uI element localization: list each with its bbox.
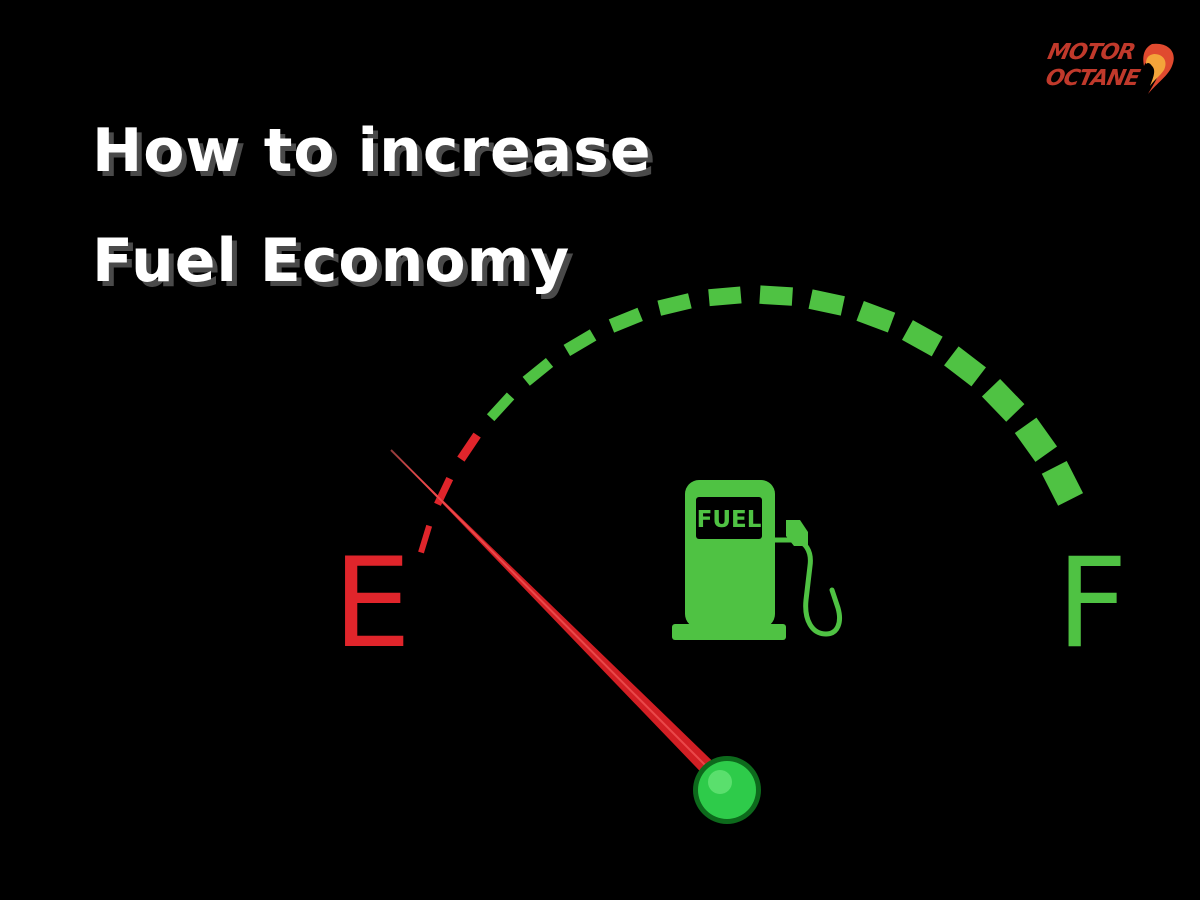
headline-line-2: Fuel Economy <box>92 226 571 296</box>
gauge-tick <box>1014 417 1058 462</box>
full-label: F <box>1056 532 1127 676</box>
gauge-tick <box>856 301 896 333</box>
gauge-tick <box>808 289 845 316</box>
gauge-tick-marks <box>418 285 1084 554</box>
gauge-tick <box>902 320 943 357</box>
gauge-tick <box>608 307 643 333</box>
gauge-tick <box>708 286 742 307</box>
gauge-tick <box>981 378 1025 422</box>
fuel-pump-label: FUEL <box>697 507 762 533</box>
brand-logo: MOTOR OCTANE <box>1040 36 1180 106</box>
headline: How to increase Fuel Economy <box>92 96 652 316</box>
headline-line-1: How to increase <box>92 116 652 186</box>
gauge-tick <box>522 357 554 386</box>
gauge-tick <box>759 285 793 306</box>
logo-flame-icon <box>1143 43 1174 94</box>
gauge-tick <box>563 329 597 357</box>
gauge-tick <box>657 293 692 316</box>
gauge-needle <box>390 449 761 824</box>
gauge-tick <box>944 346 986 387</box>
empty-label: E <box>333 532 411 676</box>
gauge-tick <box>457 432 481 462</box>
gauge-tick <box>418 524 433 554</box>
fuel-pump-icon: FUEL <box>672 480 842 640</box>
gauge-tick <box>1041 461 1084 506</box>
gauge-tick <box>486 392 515 422</box>
